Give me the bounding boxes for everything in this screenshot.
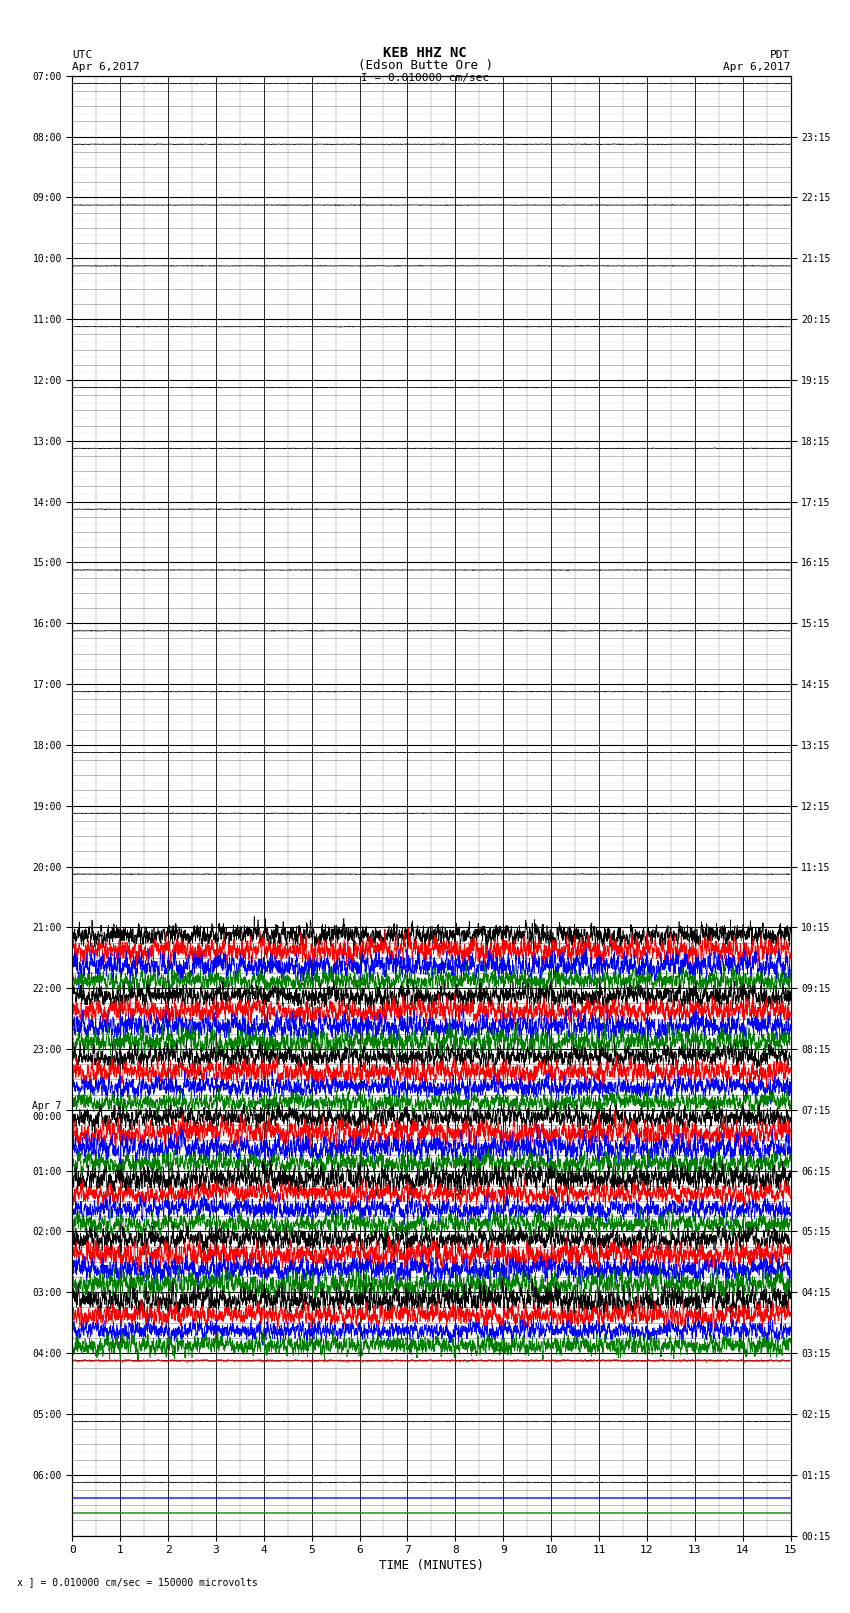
Text: UTC: UTC xyxy=(72,50,93,60)
Text: (Edson Butte Ore ): (Edson Butte Ore ) xyxy=(358,58,492,71)
X-axis label: TIME (MINUTES): TIME (MINUTES) xyxy=(379,1560,484,1573)
Text: Apr 6,2017: Apr 6,2017 xyxy=(723,61,791,71)
Text: I = 0.010000 cm/sec: I = 0.010000 cm/sec xyxy=(361,73,489,82)
Text: PDT: PDT xyxy=(770,50,790,60)
Text: KEB HHZ NC: KEB HHZ NC xyxy=(383,47,467,60)
Text: Apr 6,2017: Apr 6,2017 xyxy=(72,61,139,71)
Text: x ] = 0.010000 cm/sec = 150000 microvolts: x ] = 0.010000 cm/sec = 150000 microvolt… xyxy=(17,1578,258,1587)
